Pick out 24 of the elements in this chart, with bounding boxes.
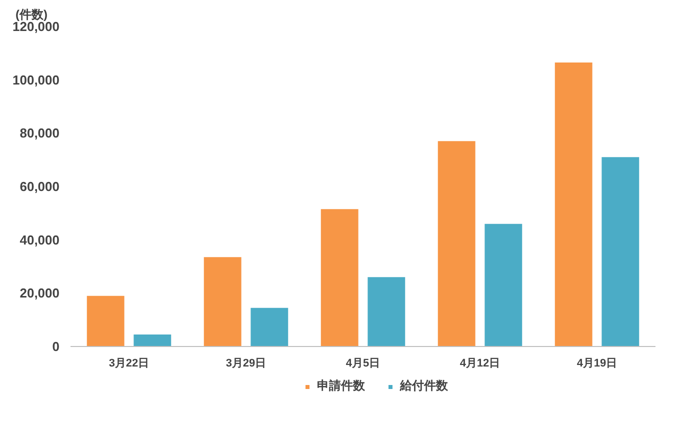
bar <box>320 209 358 346</box>
y-tick-label: 80,000 <box>20 126 60 141</box>
y-tick-label: 0 <box>52 339 60 354</box>
legend-label: 給付件数 <box>400 378 448 394</box>
y-tick-label: 100,000 <box>12 72 60 88</box>
bar <box>602 157 640 346</box>
y-axis-title: (件数) <box>16 8 48 22</box>
x-tick-label: 3月22日 <box>108 358 150 370</box>
bar <box>204 257 242 346</box>
bar <box>438 141 476 346</box>
x-tick-label: 4月19日 <box>576 358 618 370</box>
bar <box>368 277 406 346</box>
x-tick-label: 4月5日 <box>346 358 380 370</box>
y-tick-label: 20,000 <box>20 286 60 301</box>
y-tick-label: 60,000 <box>20 179 60 194</box>
bar <box>250 308 288 346</box>
legend-label: 申請件数 <box>317 378 365 394</box>
bar <box>554 62 592 346</box>
y-tick-label: 40,000 <box>20 232 60 248</box>
x-tick-label: 3月29日 <box>226 358 266 370</box>
bar <box>134 334 172 346</box>
x-tick-label: 4月12日 <box>460 358 500 370</box>
bar <box>86 296 124 346</box>
bar <box>484 224 522 346</box>
